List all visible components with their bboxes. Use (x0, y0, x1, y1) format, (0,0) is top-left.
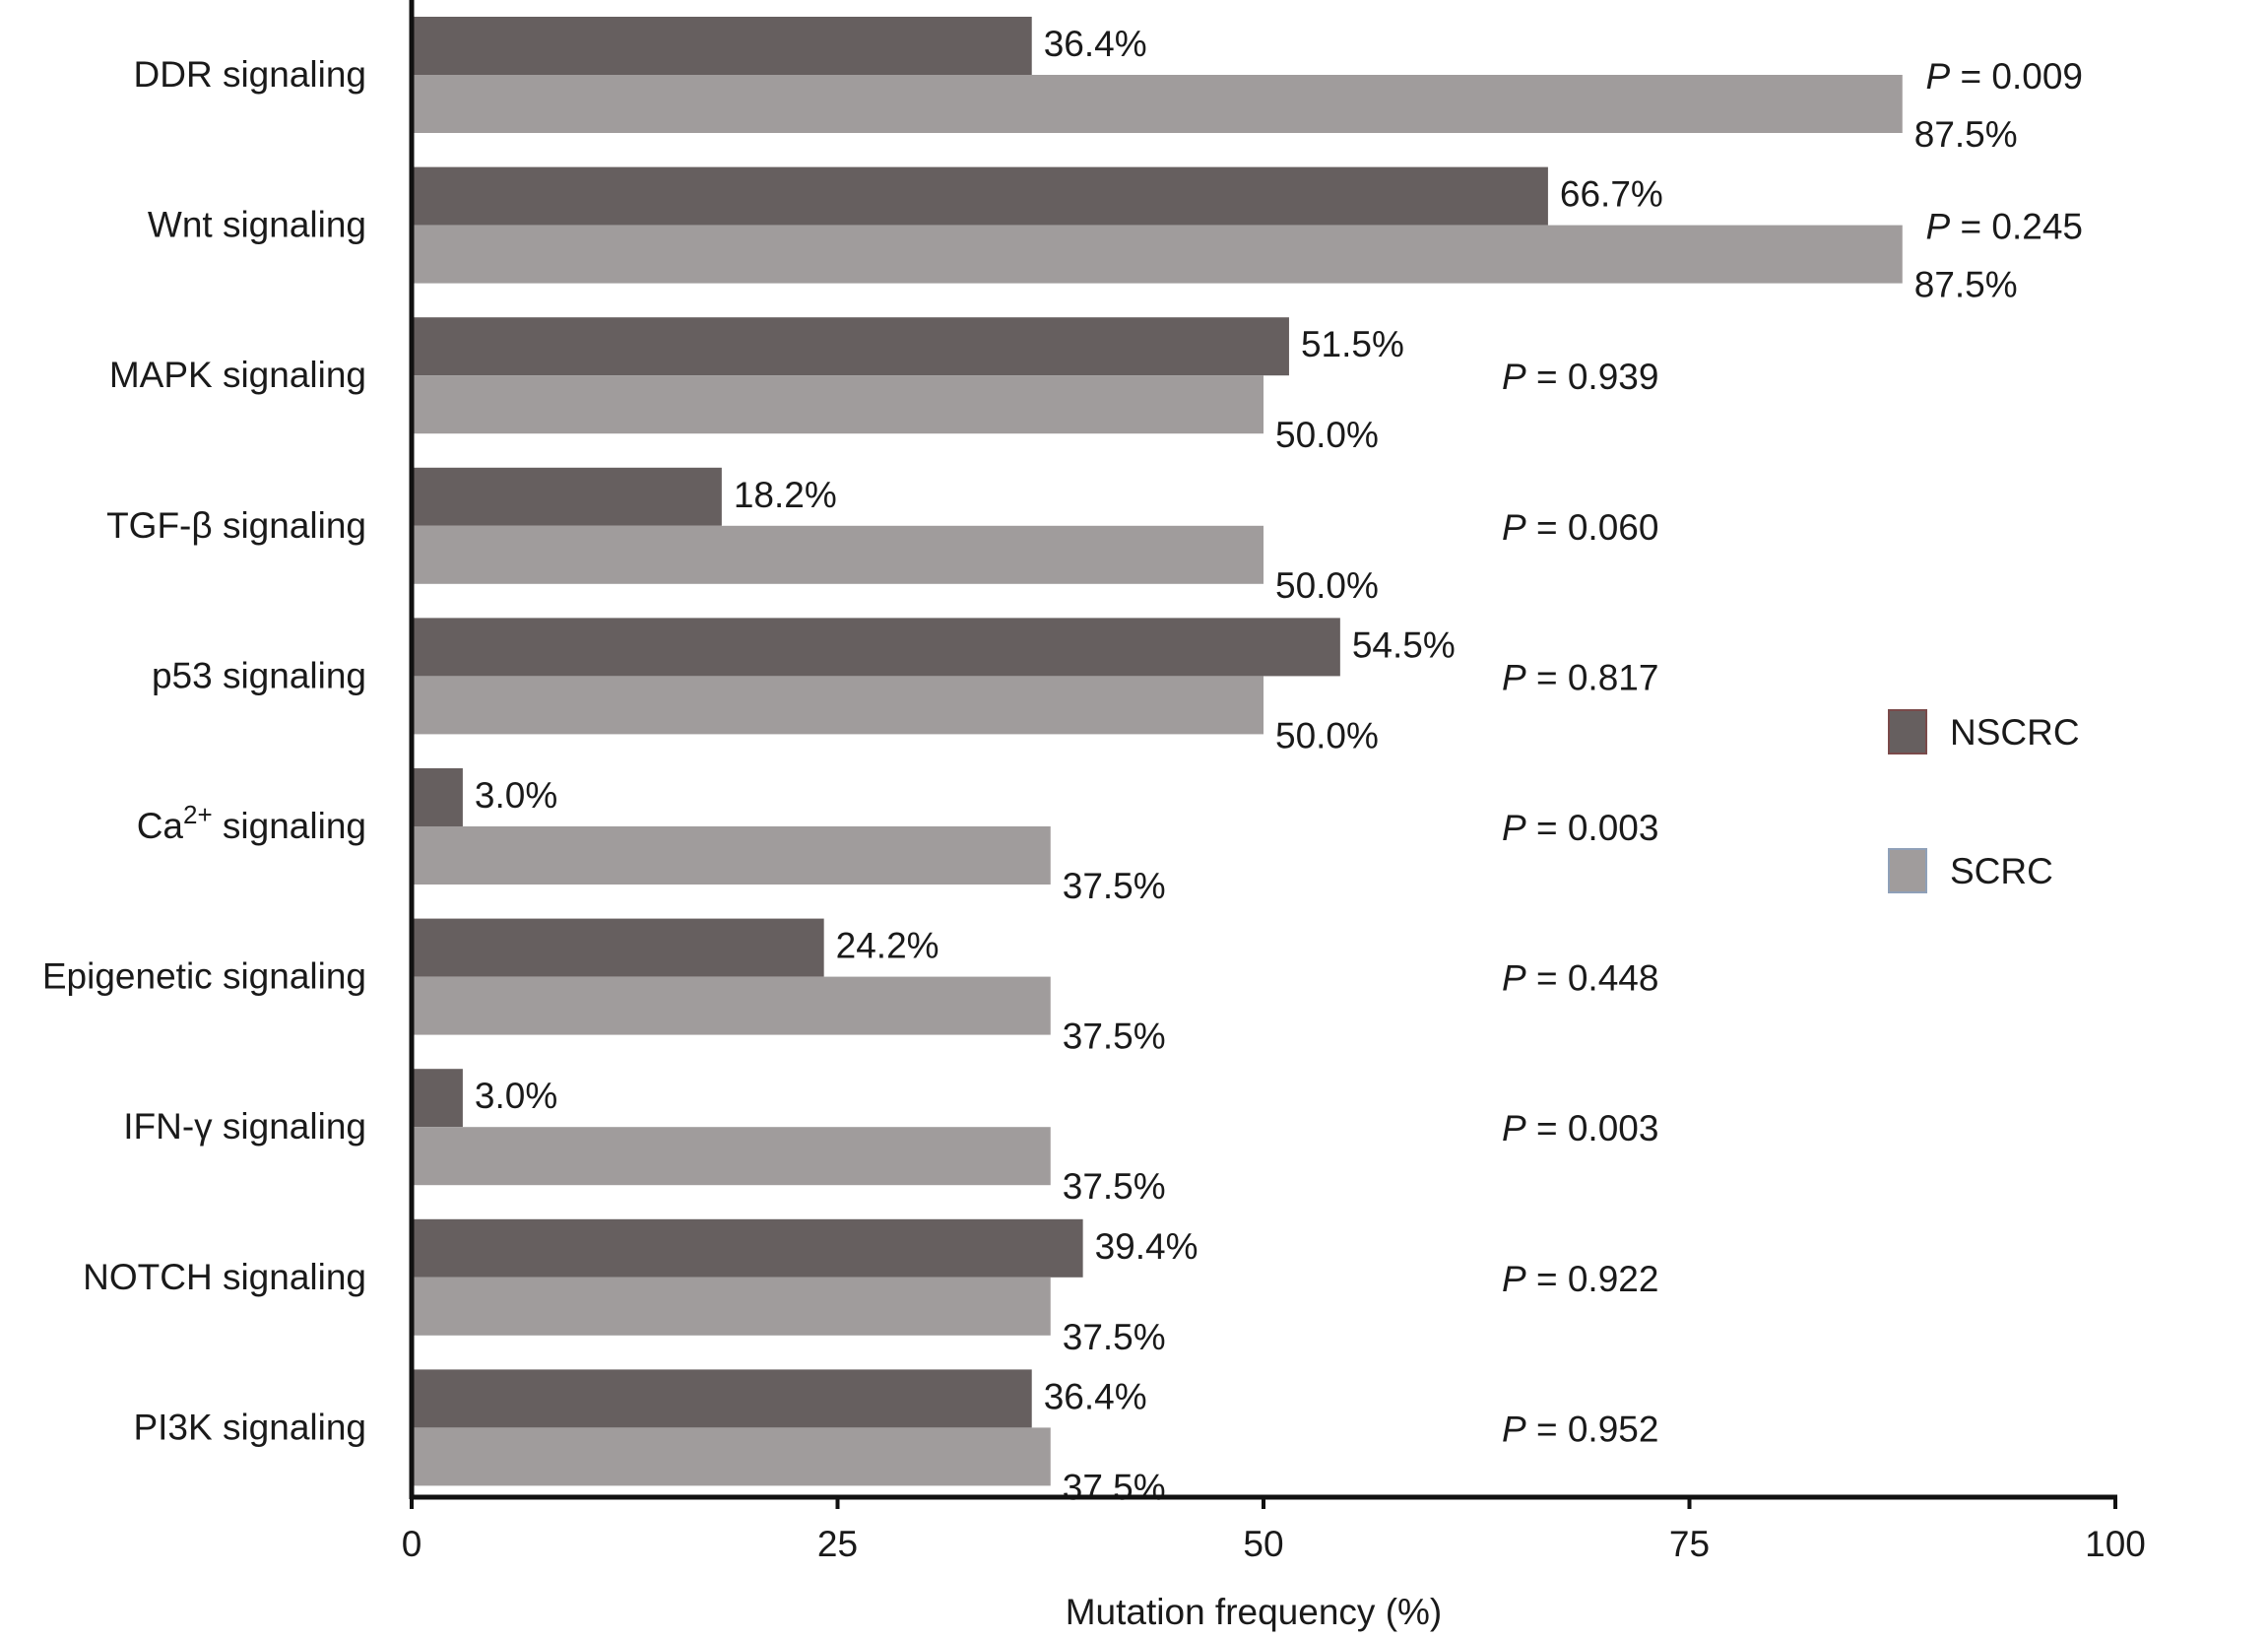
data-label-scrc: 37.5% (1063, 866, 1166, 906)
category-label: Wnt signaling (148, 205, 366, 245)
data-label-scrc: 37.5% (1063, 1467, 1166, 1507)
p-value: P = 0.922 (1502, 1259, 1658, 1299)
bar-scrc (412, 75, 1903, 133)
legend-label-nscrc: NSCRC (1950, 712, 2080, 753)
x-tick-label: 50 (1243, 1524, 1283, 1564)
data-label-nscrc: 39.4% (1095, 1226, 1199, 1267)
data-labels-layer: 36.4% 87.5% 66.7% 87.5% 51.5% 50.0% 18.2% 50.0%… (475, 24, 2018, 1507)
data-label-scrc: 37.5% (1063, 1016, 1166, 1057)
x-axis-title: Mutation frequency (%) (1066, 1592, 1443, 1632)
bar-scrc (412, 976, 1051, 1035)
legend-swatch-nscrc (1888, 709, 1927, 754)
bar-scrc (412, 1427, 1051, 1486)
p-value: P = 0.939 (1502, 357, 1658, 397)
bar-nscrc (412, 1369, 1032, 1428)
category-label: NOTCH signaling (83, 1257, 366, 1297)
x-tick-label: 100 (2085, 1524, 2146, 1564)
category-labels-layer: DDR signaling Wnt signaling MAPK signaling… (42, 54, 366, 1447)
data-label-scrc: 50.0% (1275, 415, 1379, 455)
data-label-nscrc: 51.5% (1301, 324, 1404, 364)
bar-scrc (412, 225, 1903, 284)
data-label-scrc: 37.5% (1063, 1317, 1166, 1357)
x-tick-label: 75 (1669, 1524, 1710, 1564)
p-value: P = 0.952 (1502, 1409, 1658, 1449)
category-label: TGF-β signaling (106, 505, 366, 546)
bar-scrc (412, 1277, 1051, 1336)
data-label-nscrc: 66.7% (1560, 174, 1663, 215)
x-tick-label: 25 (817, 1524, 858, 1564)
bar-scrc (412, 1127, 1051, 1186)
category-label: Ca2+ signaling (137, 800, 366, 846)
category-label: IFN-γ signaling (123, 1106, 366, 1147)
p-value: P = 0.009 (1926, 56, 2083, 97)
bar-nscrc (412, 1069, 463, 1128)
data-label-nscrc: 36.4% (1044, 1376, 1147, 1416)
bar-nscrc (412, 17, 1032, 75)
p-value: P = 0.060 (1502, 507, 1658, 548)
bar-nscrc (412, 1218, 1083, 1278)
bar-scrc (412, 676, 1264, 735)
data-label-nscrc: 54.5% (1352, 624, 1456, 665)
axes-layer: 0 25 50 75 100 Mutation frequency (%) (402, 0, 2146, 1632)
data-label-scrc: 50.0% (1275, 565, 1379, 606)
bar-scrc (412, 525, 1264, 584)
category-label: PI3K signaling (133, 1407, 366, 1447)
p-value: P = 0.003 (1502, 1108, 1658, 1148)
p-value: P = 0.817 (1502, 657, 1658, 697)
data-label-nscrc: 36.4% (1044, 24, 1147, 64)
legend-swatch-scrc (1888, 848, 1927, 893)
category-label: Epigenetic signaling (42, 956, 366, 997)
p-value: P = 0.448 (1502, 958, 1658, 999)
bar-nscrc (412, 166, 1548, 226)
bar-scrc (412, 826, 1051, 885)
data-label-scrc: 37.5% (1063, 1166, 1166, 1207)
data-label-nscrc: 3.0% (475, 775, 557, 816)
x-tick-label: 0 (402, 1524, 422, 1564)
data-label-nscrc: 18.2% (734, 475, 837, 515)
data-label-scrc: 50.0% (1275, 715, 1379, 755)
p-value: P = 0.003 (1502, 808, 1658, 848)
bar-nscrc (412, 317, 1289, 376)
p-value: P = 0.245 (1926, 207, 2083, 247)
bar-nscrc (412, 918, 824, 977)
category-label: MAPK signaling (109, 355, 366, 395)
data-label-scrc: 87.5% (1914, 265, 2018, 305)
bar-nscrc (412, 618, 1340, 677)
data-label-nscrc: 3.0% (475, 1076, 557, 1116)
legend: NSCRC SCRC (1888, 709, 2080, 893)
category-label: DDR signaling (134, 54, 367, 95)
p-values-layer: P = 0.009 P = 0.245 P = 0.939 P = 0.060 P = … (1502, 56, 2083, 1449)
bar-scrc (412, 375, 1264, 434)
bar-nscrc (412, 768, 463, 826)
category-label: p53 signaling (152, 655, 366, 695)
legend-label-scrc: SCRC (1950, 851, 2053, 891)
bar-nscrc (412, 467, 722, 526)
bars-layer (412, 17, 1903, 1486)
data-label-scrc: 87.5% (1914, 114, 2018, 155)
data-label-nscrc: 24.2% (836, 926, 940, 966)
